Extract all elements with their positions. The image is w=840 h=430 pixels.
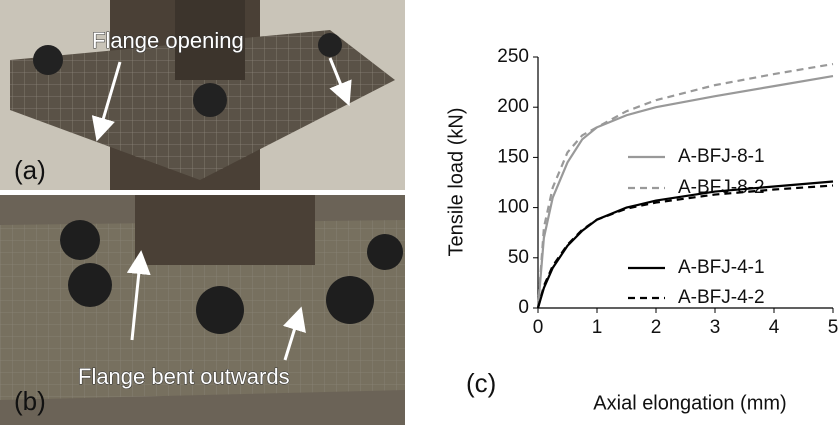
y-tick-label: 100 (497, 197, 529, 218)
photo-b: Flange bent outwards (b) (0, 195, 405, 425)
x-tick-label: 0 (533, 317, 544, 338)
photo-a: Flange opening (a) (0, 0, 405, 190)
y-tick-label: 150 (497, 146, 529, 167)
legend-label: A-BFJ-4-1 (678, 257, 765, 278)
x-tick-label: 2 (651, 317, 662, 338)
panel-label: (a) (14, 155, 46, 185)
photo-note: Flange opening (92, 28, 244, 53)
legend-label: A-BFJ-8-1 (678, 146, 765, 167)
x-tick-label: 5 (828, 317, 839, 338)
legend-label: A-BFJ-4-2 (678, 287, 765, 308)
y-tick-label: 50 (508, 247, 529, 268)
y-tick-label: 200 (497, 96, 529, 117)
panel-label: (b) (14, 386, 46, 416)
x-tick-label: 4 (769, 317, 780, 338)
x-tick-label: 1 (592, 317, 603, 338)
photo-note: Flange bent outwards (78, 364, 290, 389)
x-tick-label: 3 (710, 317, 721, 338)
x-axis-label: Axial elongation (mm) (593, 392, 786, 414)
y-tick-label: 250 (497, 46, 529, 67)
panel-label: (c) (466, 368, 496, 398)
y-axis-label: Tensile load (kN) (445, 108, 467, 257)
y-tick-label: 0 (518, 297, 529, 318)
figure: Flange opening (a) Flange bent outwards … (0, 0, 840, 425)
